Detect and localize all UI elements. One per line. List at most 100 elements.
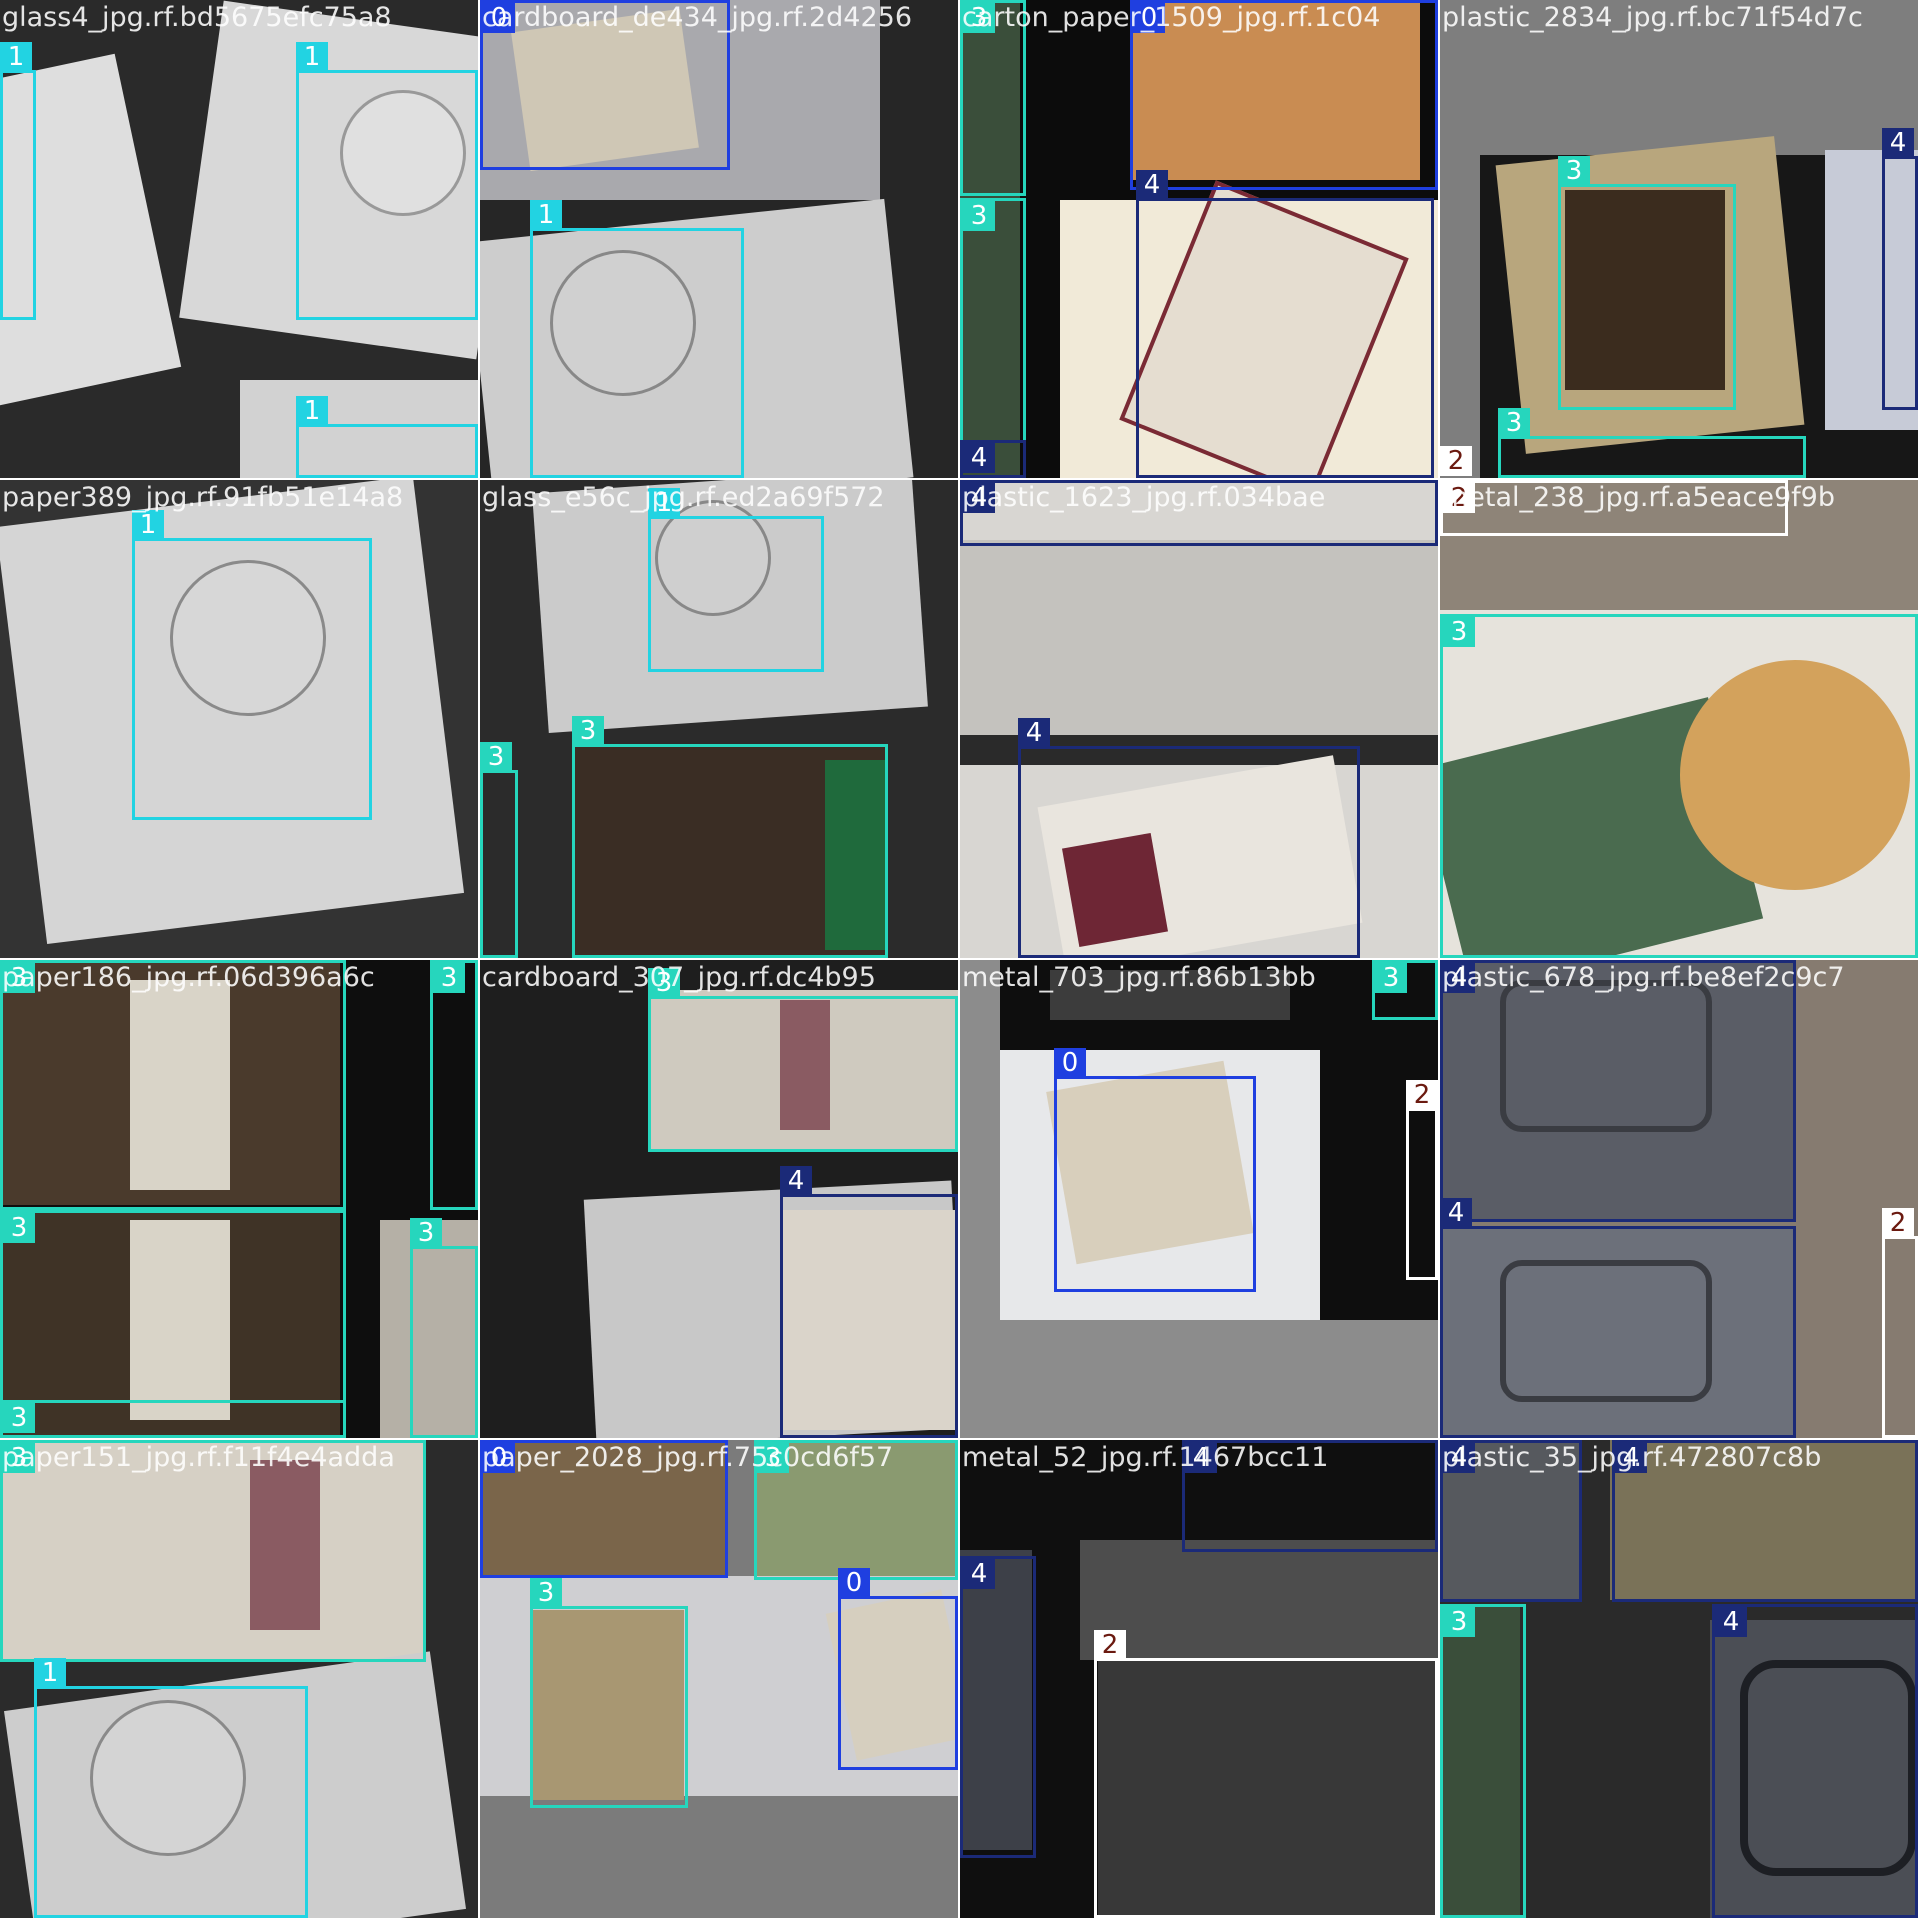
wine-glass xyxy=(340,90,466,216)
bounding-box[interactable]: 4 xyxy=(1440,1198,1796,1438)
bounding-box[interactable]: 3 xyxy=(960,0,1026,196)
bounding-box[interactable]: 4 xyxy=(1712,1604,1918,1918)
bounding-box[interactable]: 1 xyxy=(530,200,744,478)
mosaic-tile: 2 3 metal_238_jpg.rf.a5eace9f9b xyxy=(1440,480,1918,958)
bounding-box[interactable]: 3 xyxy=(1440,614,1918,958)
bounding-box[interactable]: 0 xyxy=(480,1440,728,1578)
class-label: 4 xyxy=(1443,1443,1475,1473)
class-label: 3 xyxy=(1558,156,1590,186)
bounding-box[interactable]: 4 xyxy=(1182,1440,1438,1552)
flyer-ready xyxy=(0,1440,424,1660)
class-label: 3 xyxy=(757,1443,789,1473)
bounding-box[interactable]: 1 xyxy=(296,42,478,320)
bounding-box[interactable]: 2 xyxy=(1406,1080,1438,1280)
class-label: 2 xyxy=(1094,1630,1126,1660)
bounding-box[interactable]: 2 xyxy=(1440,480,1788,536)
bounding-box[interactable]: 3 xyxy=(0,1440,426,1662)
bounding-box[interactable]: 4 xyxy=(1018,718,1360,958)
class-label: 3 xyxy=(3,963,35,993)
bounding-box[interactable]: 0 xyxy=(838,1568,958,1770)
class-label: 3 xyxy=(433,963,465,993)
class-label: 4 xyxy=(1882,128,1914,158)
mosaic-tile: 0 3 3 0 paper_2028_jpg.rf.75c0cd6f57 xyxy=(480,1440,958,1918)
meatless-monday-flyer xyxy=(532,1610,684,1800)
bounding-box[interactable]: 3 xyxy=(0,1400,346,1438)
flyer-interior xyxy=(1565,190,1725,390)
class-label: 3 xyxy=(1443,1607,1475,1637)
bounding-box[interactable]: 3 xyxy=(1498,408,1806,478)
plastic-container xyxy=(1440,960,1796,1222)
class-label: 3 xyxy=(963,3,995,33)
class-label: 1 xyxy=(530,200,562,230)
blurred-background xyxy=(960,540,1438,740)
mosaic-tile: 3 3 0 4 4 carton_paper_1509_jpg.rf.1c04 xyxy=(960,0,1438,478)
bounding-box[interactable]: 0 xyxy=(1130,0,1438,190)
bounding-box[interactable]: 4 xyxy=(1882,128,1918,410)
class-label: 1 xyxy=(132,510,164,540)
bounding-box[interactable]: 3 xyxy=(1558,156,1736,410)
class-label: 3 xyxy=(480,742,512,772)
bounding-box[interactable]: 3 xyxy=(530,1578,688,1808)
class-label: 3 xyxy=(572,716,604,746)
bounding-box[interactable]: 0 xyxy=(480,0,730,170)
crumpled-foil xyxy=(1098,1660,1438,1918)
flyer-pink-tag xyxy=(780,1000,830,1130)
class-label: 4 xyxy=(1018,718,1050,748)
foil-strip xyxy=(1050,970,1290,1020)
class-label: 0 xyxy=(1133,3,1165,33)
bounding-box[interactable]: 1 xyxy=(34,1658,308,1918)
bounding-box[interactable]: 4 xyxy=(960,480,1438,546)
bounding-box[interactable]: 4 xyxy=(1612,1440,1918,1602)
bounding-box[interactable]: 3 xyxy=(480,742,518,958)
bounding-box[interactable]: 1 xyxy=(0,42,36,320)
bounding-box[interactable]: 1 xyxy=(296,396,478,478)
bounding-box[interactable]: 3 xyxy=(1440,1604,1526,1918)
class-label: 4 xyxy=(1443,963,1475,993)
bounding-box[interactable]: 4 xyxy=(960,1556,1036,1858)
bounding-box[interactable]: 0 xyxy=(1054,1048,1256,1292)
bounding-box[interactable]: 2 xyxy=(1440,446,1472,478)
bounding-box[interactable]: 2 xyxy=(1882,1208,1918,1438)
class-label: 4 xyxy=(1615,1443,1647,1473)
bounding-box[interactable]: 3 xyxy=(648,968,958,1152)
mosaic-tile: 4 4 2 plastic_678_jpg.rf.be8ef2c9c7 xyxy=(1440,960,1918,1438)
class-label: 3 xyxy=(963,201,995,231)
bounding-box[interactable]: 4 xyxy=(780,1166,958,1438)
bounding-box[interactable]: 3 xyxy=(960,198,1026,478)
mosaic-tile: 1 3 3 glass_e56c_jpg.rf.ed2a69f572 xyxy=(480,480,958,958)
class-label: 0 xyxy=(483,1443,515,1473)
pizza-flyer xyxy=(756,1440,958,1576)
bounding-box[interactable]: 4 xyxy=(1136,170,1434,478)
class-label: 3 xyxy=(1375,963,1407,993)
bounding-box[interactable]: 3 xyxy=(0,960,346,1210)
bounding-box[interactable]: 2 xyxy=(1094,1630,1438,1918)
class-label: 2 xyxy=(1882,1208,1914,1238)
wine-glass xyxy=(170,560,326,716)
container-well xyxy=(1740,1660,1916,1876)
paper-sheet xyxy=(240,380,478,478)
mosaic-tile: 0 1 cardboard_de434_jpg.rf.2d4256 xyxy=(480,0,958,478)
bounding-box[interactable]: 3 xyxy=(410,1218,478,1438)
bounding-box[interactable]: 3 xyxy=(754,1440,958,1580)
bounding-box[interactable]: 4 xyxy=(1440,1440,1582,1602)
class-label: 3 xyxy=(3,1213,35,1243)
class-label: 4 xyxy=(963,443,995,473)
class-label: 4 xyxy=(1185,1443,1217,1473)
class-label: 4 xyxy=(963,1559,995,1589)
bounding-box[interactable]: 1 xyxy=(648,488,824,672)
wine-glass xyxy=(550,250,696,396)
class-label: 3 xyxy=(1443,617,1475,647)
paper-sheet xyxy=(380,1220,478,1438)
bounding-box[interactable]: 4 xyxy=(1440,960,1796,1222)
bounding-box[interactable]: 1 xyxy=(132,510,372,820)
class-label: 1 xyxy=(0,42,32,72)
class-label: 2 xyxy=(1443,483,1475,513)
bounding-box[interactable]: 4 xyxy=(960,440,1026,478)
cardboard-piece xyxy=(1130,0,1420,180)
bounding-box[interactable]: 3 xyxy=(1372,960,1438,1020)
bounding-box[interactable]: 3 xyxy=(572,716,888,958)
bounding-box[interactable]: 3 xyxy=(430,960,478,1210)
paper-background xyxy=(1610,1440,1918,1600)
flyer-green-panel xyxy=(825,760,885,950)
